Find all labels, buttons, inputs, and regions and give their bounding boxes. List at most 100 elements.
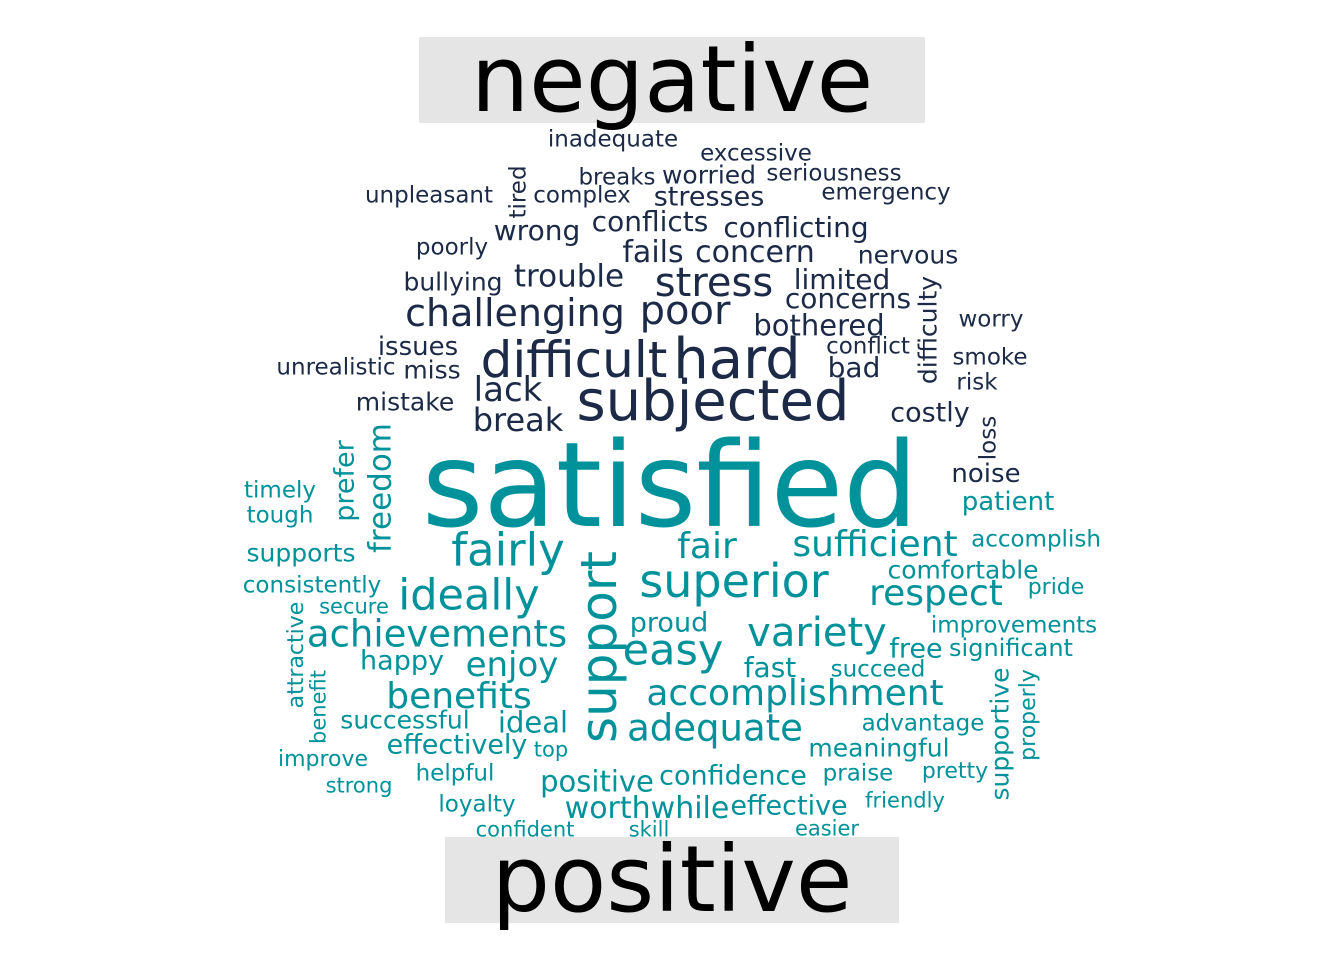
positive-label: positive [445,834,899,926]
word-satisfied: satisfied [421,416,919,554]
word-difficulty: difficulty [913,275,943,385]
word-comfortable: comfortable [887,555,1039,585]
word-tough: tough [246,502,314,529]
word-variety: variety [747,610,887,656]
word-loss: loss [975,415,1002,461]
negative-label: negative [419,34,925,126]
word-successful: successful [340,705,470,735]
word-praise: praise [822,760,894,787]
word-conflict: conflict [826,333,910,360]
word-inadequate: inadequate [547,126,679,153]
word-confidence: confidence [659,760,807,792]
word-unpleasant: unpleasant [364,182,494,209]
word-supportive: supportive [985,667,1015,801]
word-loyalty: loyalty [438,791,516,818]
word-bothered: bothered [753,308,885,343]
word-challenging: challenging [405,291,625,335]
word-confident: confident [475,817,575,842]
word-helpful: helpful [415,760,495,787]
word-free: free [889,633,943,665]
word-seriousness: seriousness [766,160,902,187]
word-stresses: stresses [653,181,765,213]
word-improve: improve [277,747,369,772]
word-ideal: ideal [497,705,569,740]
word-prefer: prefer [329,440,361,522]
word-meaningful: meaningful [808,733,950,763]
word-costly: costly [890,397,970,429]
word-properly: properly [1016,669,1041,761]
word-easier: easier [794,816,860,841]
word-lack: lack [473,370,543,410]
word-effectively: effectively [386,729,528,761]
word-smoke: smoke [952,344,1028,371]
word-adequate: adequate [627,706,803,750]
word-ideally: ideally [398,570,540,621]
word-significant: significant [949,634,1073,662]
word-sufficient: sufficient [792,524,958,565]
word-mistake: mistake [355,387,455,417]
word-tired: tired [505,165,532,219]
word-fairly: fairly [451,523,565,577]
word-proud: proud [629,607,709,639]
word-worry: worry [958,306,1024,333]
word-achievements: achievements [306,612,568,656]
word-stress: stress [654,260,774,306]
word-superior: superior [639,554,829,608]
word-noise: noise [951,459,1021,489]
word-bad: bad [827,351,881,384]
word-accomplishment: accomplishment [646,673,944,714]
word-conflicting: conflicting [723,211,869,244]
word-enjoy: enjoy [465,645,559,685]
word-poor: poor [639,288,731,334]
word-top: top [533,737,569,762]
word-difficult: difficult [480,331,668,389]
word-risk: risk [956,369,998,396]
word-patient: patient [961,487,1055,517]
word-positive: positive [540,764,654,799]
word-pride: pride [1027,575,1085,600]
word-freedom: freedom [362,423,399,553]
word-hard: hard [673,327,801,392]
word-friendly: friendly [865,788,945,813]
word-supports: supports [246,538,356,568]
word-easy: easy [622,625,724,676]
word-benefit: benefit [306,670,331,744]
word-consistently: consistently [242,572,382,599]
word-succeed: succeed [830,656,926,683]
word-emergency: emergency [821,179,951,206]
word-excessive: excessive [700,140,812,167]
word-complex: complex [533,182,631,209]
word-unrealistic: unrealistic [276,354,396,381]
word-secure: secure [319,594,389,619]
word-effective: effective [730,790,848,822]
word-concern: concern [695,235,815,270]
word-limited: limited [793,263,891,296]
word-strong: strong [325,773,393,798]
word-pretty: pretty [921,759,989,784]
word-conflicts: conflicts [591,205,709,238]
word-skill: skill [628,817,670,842]
word-support: support [570,551,628,743]
word-bullying: bullying [403,267,503,297]
word-poorly: poorly [415,234,489,261]
word-benefits: benefits [386,676,532,717]
word-break: break [472,401,564,439]
word-breaks: breaks [578,164,656,191]
word-worthwhile: worthwhile [564,791,730,826]
word-nervous: nervous [857,240,959,270]
word-fast: fast [743,651,797,684]
word-wrong: wrong [493,214,581,247]
word-issues: issues [377,332,459,362]
word-advantage: advantage [861,710,985,737]
word-concerns: concerns [784,282,912,315]
word-worried: worried [661,160,757,190]
word-miss: miss [403,355,461,385]
word-trouble: trouble [513,258,625,295]
word-accomplish: accomplish [971,526,1101,553]
word-fair: fair [677,526,737,567]
word-attractive: attractive [284,601,309,709]
word-fails: fails [622,235,684,270]
word-improvements: improvements [930,612,1098,639]
word-respect: respect [869,573,1003,614]
word-subjected: subjected [576,369,850,434]
